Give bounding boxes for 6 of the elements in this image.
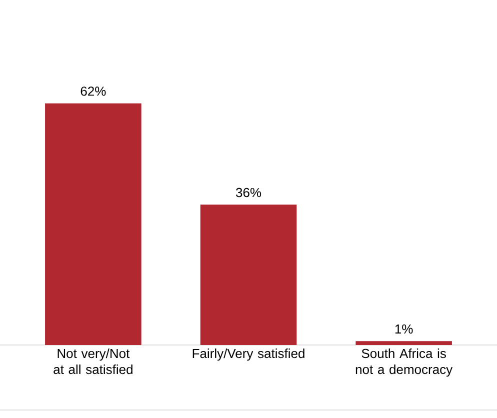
- x-tick-label: Fairly/Very satisfied: [192, 348, 304, 361]
- data-label: 1%: [395, 324, 413, 334]
- data-label: 36%: [236, 188, 262, 198]
- x-tick-label: South Africa is not a democracy: [356, 348, 453, 377]
- x-tick-label: Not very/Not at all satisfied: [54, 348, 132, 374]
- data-label: 62%: [80, 86, 106, 96]
